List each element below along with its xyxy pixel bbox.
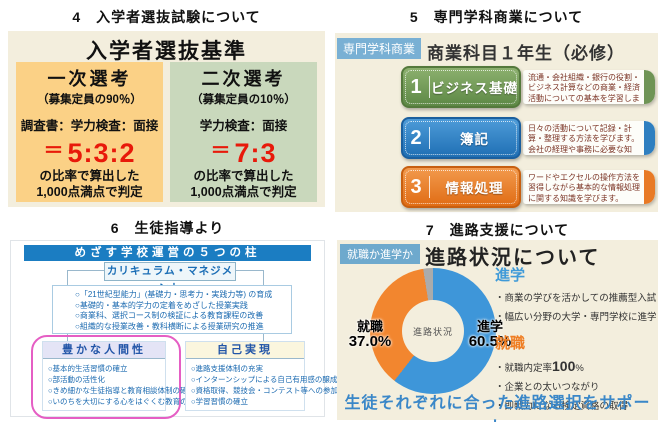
shingaku-heading: 進学 (495, 267, 526, 284)
curriculum-item: ○基礎的・基本的学力の定着をめざした授業実践 (75, 300, 248, 310)
self-realization-item: ○学習習慣の確立 (191, 397, 249, 406)
description-color-bar (644, 170, 655, 204)
subject-name: ビジネス基礎 (431, 81, 518, 96)
humanity-item: ○基本的生活習慣の確立 (48, 364, 128, 373)
description-color-bar (644, 121, 655, 155)
slide5-commerce-department: 専門学科商業 商業科目１年生（必修） 1 ビジネス基礎 流通・会社組織・銀行の役… (335, 33, 658, 212)
self-realization-group: 自己実現 ○進路支援体制の充実 ○インターンシップによる自己有用感の醸成 ○資格… (185, 341, 339, 411)
rate-prefix: ・就職内定率 (495, 363, 553, 374)
first-selection-ratio: 5:3:2 (67, 138, 136, 168)
shushoku-item: ・企業との太いつながり (495, 382, 600, 393)
employment-slice-label: 就職 37.0% (341, 319, 399, 351)
subject-number: 3 (403, 176, 430, 198)
higher-ed-label-pct: 60.5% (468, 333, 512, 351)
higher-ed-slice-label: 進学 60.5% (459, 319, 521, 351)
slide7-title: 進路状況について (425, 247, 601, 269)
pink-highlight-outline (31, 335, 181, 419)
career-details-column: 進学 ・商業の学びを活かしての推薦型入試 ・幅広い分野の大学・専門学校に進学 就… (495, 264, 658, 412)
curriculum-item: ○「21世紀型能力」(基礎力・思考力・実践力等) の育成 (75, 290, 273, 299)
rate-suffix: % (575, 363, 584, 374)
first-selection-box: 一次選考 （募集定員の90％） 調査書：学力検査：面接 ＝ 5:3:2 の比率で算… (16, 62, 163, 202)
subject-description-tag: 流通・会社組織・銀行の役割・ビジネス計算などの商業・経済活動についての基本を学習… (523, 70, 655, 104)
slide4-entrance-selection: 入学者選抜基準 一次選考 （募集定員の90％） 調査書：学力検査：面接 ＝ 5:3… (8, 31, 325, 207)
subject-description: 流通・会社組織・銀行の役割・ビジネス計算などの商業・経済活動についての基本を学習… (528, 73, 640, 103)
employment-label-name: 就職 (356, 319, 383, 334)
slide6-caption: 6 生徒指導より (110, 220, 225, 236)
equals-sign: ＝ (43, 140, 64, 162)
rate-number: 100 (552, 358, 576, 374)
donut-chart: 進路状況 (370, 268, 496, 394)
second-selection-criteria: 学力検査：面接 (199, 119, 288, 133)
second-selection-note2: 1,000点満点で判定 (190, 184, 297, 199)
first-selection-title: 一次選考 (47, 69, 132, 89)
self-realization-title: 自己実現 (186, 342, 304, 359)
second-selection-ratio: 7:3 (234, 138, 277, 168)
first-selection-note1: の比率で算出した (39, 169, 140, 183)
second-selection-subtitle: （募集定員の10％） (191, 94, 296, 106)
humanity-item: ○きめ細かな生徒指導と教育相談体制の確立 (48, 386, 196, 395)
slide7-career-support: 就職か進学か 進路状況について 進路状況 就職 37.0% 進学 60.5% 進… (337, 240, 658, 422)
self-realization-item: ○資格取得、競技会・コンテスト等への参加 (191, 386, 339, 395)
shingaku-item: ・幅広い分野の大学・専門学校に進学 (495, 312, 657, 323)
first-selection-note2: 1,000点満点で判定 (36, 184, 143, 199)
donut-center-label: 進路状況 (402, 300, 464, 362)
second-selection-note1: の比率で算出した (193, 169, 294, 183)
subject-number: 1 (403, 76, 430, 98)
subject-row: 1 ビジネス基礎 流通・会社組織・銀行の役割・ビジネス計算などの商業・経済活動に… (401, 66, 655, 108)
slide5-caption: 5 専門学科商業について (409, 9, 584, 25)
subject-description-tag: 日々の活動について記録・計算・整理する方法を学びます。会社の経理や事務に必要な知… (523, 121, 655, 155)
employment-label-pct: 37.0% (348, 333, 392, 351)
subject-box-bookkeeping: 2 簿記 (401, 117, 521, 159)
slide7-footer: 生徒それぞれに合った進路選択をサポート (344, 395, 651, 422)
subject-description-tag: ワードやエクセルの操作方法を習得しながら基本的な情報処理に関する知識を学びます。 (523, 170, 655, 204)
subject-row: 3 情報処理 ワードやエクセルの操作方法を習得しながら基本的な情報処理に関する知… (401, 166, 655, 208)
shushoku-heading: 就職 (495, 335, 526, 352)
slide7-caption: 7 進路支援について (425, 222, 570, 238)
slide4-caption: 4 入学者選抜試験について (72, 9, 261, 25)
slide4-columns: 一次選考 （募集定員の90％） 調査書：学力検査：面接 ＝ 5:3:2 の比率で算… (16, 62, 317, 202)
first-selection-ratio-line: ＝ 5:3:2 (16, 134, 163, 169)
curriculum-item: ○商業科、選択コース制の検証による教育課程の改善 (75, 311, 264, 320)
higher-ed-label-name: 進学 (476, 319, 503, 334)
rich-humanity-title: 豊かな人間性 (43, 342, 165, 359)
curriculum-item: ○組織的な授業改善・教科横断による授業研究の推進 (75, 321, 264, 331)
self-realization-item: ○インターンシップによる自己有用感の醸成 (191, 375, 338, 384)
description-color-bar (644, 70, 655, 104)
humanity-item: ○部活動の活性化 (48, 375, 106, 384)
subject-name: 簿記 (460, 132, 489, 147)
second-selection-ratio-line: ＝ 7:3 (170, 134, 317, 169)
self-realization-item: ○進路支援体制の充実 (191, 364, 264, 373)
rich-humanity-group: 豊かな人間性 ○基本的生活習慣の確立 ○部活動の活性化 ○きめ細かな生徒指導と教… (42, 341, 203, 411)
second-selection-title: 二次選考 (201, 69, 286, 89)
slide5-badge: 専門学科商業 (337, 38, 422, 59)
shingaku-item: ・商業の学びを活かしての推薦型入試 (495, 293, 657, 304)
slide6-student-guidance: めざす学校運営の５つの柱 カリキュラム・マネジメント ○「21世紀型能力」(基礎… (10, 240, 339, 419)
subject-name: 情報処理 (445, 181, 504, 196)
five-pillars-banner: めざす学校運営の５つの柱 (24, 245, 311, 261)
equals-sign: ＝ (210, 140, 231, 162)
slide5-title: 商業科目１年生（必修） (427, 44, 625, 63)
slide7-badge: 就職か進学か (340, 244, 420, 264)
subject-number: 2 (403, 127, 430, 149)
subject-box-business-basics: 1 ビジネス基礎 (401, 66, 521, 108)
subject-box-information-processing: 3 情報処理 (401, 166, 521, 208)
first-selection-subtitle: （募集定員の90％） (37, 94, 142, 106)
shushoku-item-rate: ・就職内定率100% (495, 358, 658, 374)
rich-humanity-list: ○基本的生活習慣の確立 ○部活動の活性化 ○きめ細かな生徒指導と教育相談体制の確… (43, 359, 203, 407)
humanity-item: ○いのちを大切にする心をはぐくむ教育の推進 (48, 397, 203, 406)
curriculum-items-panel: ○「21世紀型能力」(基礎力・思考力・実践力等) の育成 ○基礎的・基本的学力の… (52, 285, 292, 334)
self-realization-list: ○進路支援体制の充実 ○インターンシップによる自己有用感の醸成 ○資格取得、競技… (186, 359, 339, 407)
shushoku-item: ・即戦力になる検定資格の取得 (495, 401, 629, 412)
subject-row: 2 簿記 日々の活動について記録・計算・整理する方法を学びます。会社の経理や事務… (401, 117, 655, 159)
subject-description: ワードやエクセルの操作方法を習得しながら基本的な情報処理に関する知識を学びます。 (528, 173, 640, 203)
second-selection-box: 二次選考 （募集定員の10％） 学力検査：面接 ＝ 7:3 の比率で算出した 1,… (170, 62, 317, 202)
subject-description: 日々の活動について記録・計算・整理する方法を学びます。会社の経理や事務に必要な知… (528, 124, 640, 154)
curriculum-management-title: カリキュラム・マネジメント (104, 262, 236, 294)
slide4-title: 入学者選抜基準 (86, 40, 247, 63)
first-selection-criteria: 調査書：学力検査：面接 (20, 119, 159, 133)
